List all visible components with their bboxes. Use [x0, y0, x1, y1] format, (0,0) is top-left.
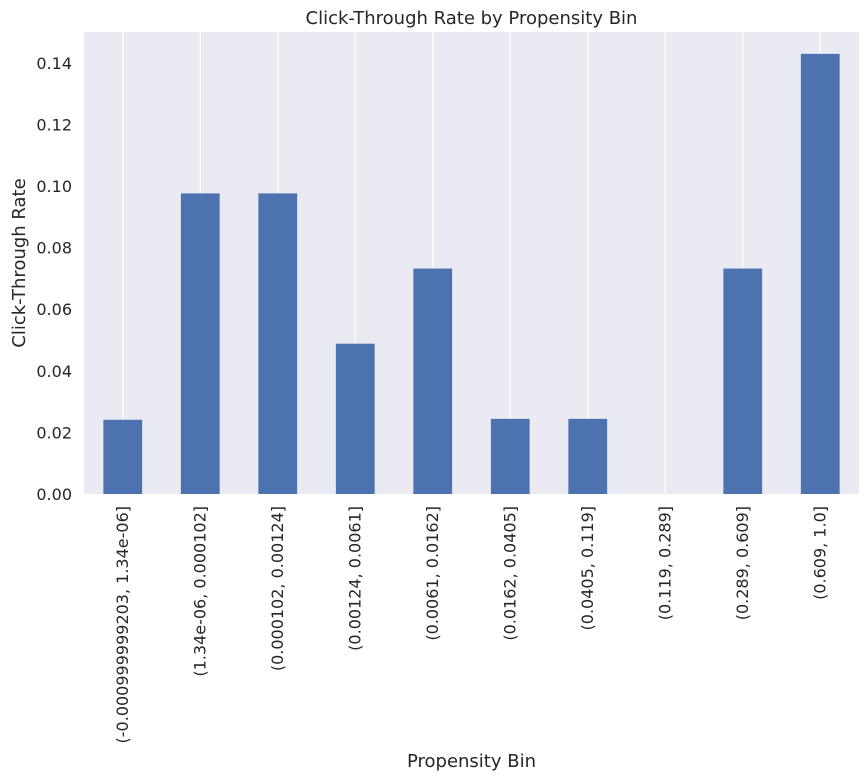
bar	[723, 268, 763, 494]
bar	[490, 418, 530, 494]
y-tick-label: 0.08	[36, 239, 72, 258]
bar	[568, 418, 608, 494]
y-tick-label: 0.04	[36, 362, 72, 381]
y-tick-label: 0.10	[36, 177, 72, 196]
bars	[103, 53, 840, 494]
y-tick-label: 0.06	[36, 300, 72, 319]
chart-title: Click-Through Rate by Propensity Bin	[306, 8, 638, 29]
bar	[800, 53, 840, 494]
bar	[335, 343, 375, 494]
bar	[103, 419, 143, 494]
x-ticks: (-0.000999999203, 1.34e-06] (1.34e-06, 0.…	[113, 506, 830, 743]
x-tick-label: (0.00124, 0.0061]	[345, 506, 364, 651]
x-axis-title: Propensity Bin	[407, 751, 536, 772]
y-axis-title: Click-Through Rate	[9, 178, 30, 347]
x-tick-label: (0.119, 0.289]	[655, 506, 674, 620]
x-tick-label: (0.289, 0.609]	[733, 506, 752, 620]
x-tick-label: (1.34e-06, 0.000102]	[190, 506, 209, 677]
x-tick-label: (0.609, 1.0]	[810, 506, 829, 600]
y-ticks: 0.00 0.02 0.04 0.06 0.08 0.10 0.12 0.14	[36, 54, 72, 504]
bar	[258, 193, 298, 494]
bar	[413, 268, 453, 494]
x-tick-label: (-0.000999999203, 1.34e-06]	[113, 506, 132, 743]
x-tick-label: (0.0061, 0.0162]	[423, 506, 442, 641]
x-tick-label: (0.000102, 0.00124]	[268, 506, 287, 671]
y-tick-label: 0.12	[36, 115, 72, 134]
y-tick-label: 0.00	[36, 485, 72, 504]
x-tick-label: (0.0405, 0.119]	[578, 506, 597, 630]
y-tick-label: 0.02	[36, 423, 72, 442]
bar	[180, 193, 220, 494]
x-tick-label: (0.0162, 0.0405]	[500, 506, 519, 641]
y-tick-label: 0.14	[36, 54, 72, 73]
